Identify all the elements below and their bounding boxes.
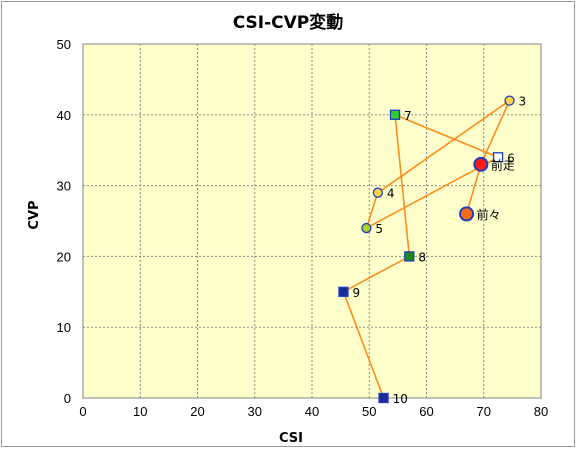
trajectory-segment bbox=[394, 114, 499, 159]
y-tick-label: 50 bbox=[57, 37, 71, 52]
x-tick-label: 40 bbox=[305, 404, 319, 419]
trajectory-segment bbox=[343, 255, 410, 293]
data-points bbox=[338, 95, 515, 404]
y-tick-labels: 0 10 20 30 40 50 bbox=[57, 37, 71, 406]
x-axis-label: CSI bbox=[279, 431, 303, 446]
data-point-circle bbox=[459, 206, 475, 222]
data-point-circle bbox=[372, 187, 383, 198]
data-point-circle bbox=[473, 156, 489, 172]
y-tick-label: 40 bbox=[57, 108, 71, 123]
data-point-circle bbox=[361, 222, 372, 234]
data-point-square bbox=[404, 251, 415, 262]
y-tick-label: 10 bbox=[57, 320, 71, 335]
point-label: 前々 bbox=[477, 207, 501, 222]
trajectory-segment bbox=[480, 100, 511, 165]
trajectory-segment bbox=[394, 114, 411, 257]
trajectory-segment bbox=[465, 164, 482, 215]
x-tick-label: 80 bbox=[534, 404, 548, 419]
data-point-square bbox=[389, 109, 401, 120]
x-tick-labels: 0 10 20 30 40 50 60 70 80 bbox=[79, 404, 548, 419]
trajectory-segment bbox=[365, 192, 379, 229]
y-tick-label: 20 bbox=[57, 249, 71, 264]
y-tick-label: 30 bbox=[57, 179, 71, 194]
point-label: 6 bbox=[507, 151, 515, 165]
trajectory-segment bbox=[377, 99, 510, 194]
point-label: 10 bbox=[393, 392, 408, 406]
y-axis-label: CVP bbox=[27, 200, 42, 229]
point-label: 前走 bbox=[491, 157, 515, 172]
x-tick-label: 30 bbox=[248, 404, 262, 419]
x-tick-label: 50 bbox=[362, 404, 376, 419]
point-label: 4 bbox=[387, 187, 395, 201]
trajectory-segment bbox=[342, 291, 385, 399]
y-tick-label: 0 bbox=[64, 391, 71, 406]
point-label: 9 bbox=[352, 286, 360, 300]
x-tick-label: 60 bbox=[419, 404, 433, 419]
point-label: 7 bbox=[404, 109, 412, 123]
point-label: 3 bbox=[519, 95, 527, 109]
point-label: 8 bbox=[418, 250, 426, 264]
data-point-square bbox=[338, 286, 349, 297]
trajectory-lines bbox=[342, 99, 511, 399]
data-point-square bbox=[492, 152, 504, 163]
x-tick-label: 70 bbox=[477, 404, 491, 419]
x-tick-label: 0 bbox=[79, 404, 86, 419]
data-point-square bbox=[378, 392, 389, 404]
point-labels: 前々 前走 3 4 5 6 7 8 9 10 bbox=[352, 95, 526, 406]
data-point-circle bbox=[504, 95, 515, 106]
x-tick-label: 10 bbox=[133, 404, 147, 419]
x-tick-label: 20 bbox=[190, 404, 204, 419]
point-label: 5 bbox=[375, 222, 383, 236]
chart-title: CSI-CVP変動 bbox=[233, 12, 344, 33]
